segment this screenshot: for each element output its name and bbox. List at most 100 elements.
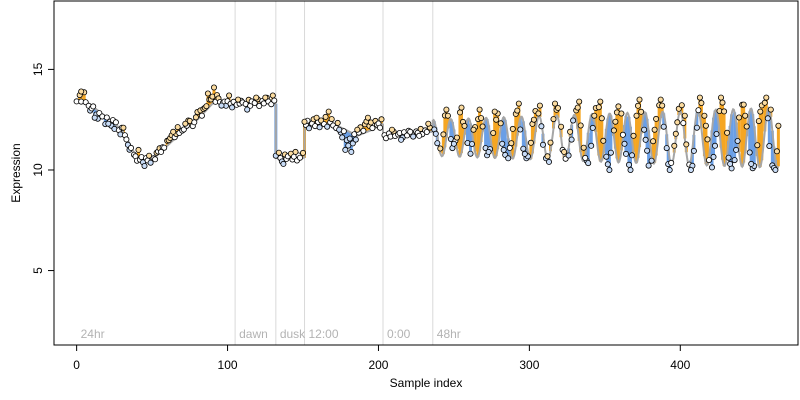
x-tick-label: 200 <box>368 358 388 372</box>
data-point <box>570 117 577 124</box>
data-point <box>468 140 475 147</box>
data-point <box>595 104 602 111</box>
data-point <box>671 142 678 149</box>
data-point <box>633 112 640 119</box>
data-point <box>334 119 341 126</box>
data-point <box>467 150 474 157</box>
data-point <box>78 88 85 95</box>
data-point <box>626 161 633 168</box>
data-point <box>690 147 697 154</box>
data-point <box>761 99 768 106</box>
data-point <box>158 148 165 155</box>
data-point <box>251 100 258 107</box>
data-point <box>538 123 545 130</box>
data-point <box>210 84 217 91</box>
data-point <box>558 123 565 130</box>
data-point <box>280 160 287 167</box>
data-point <box>544 153 551 160</box>
data-point <box>123 136 130 143</box>
data-point <box>256 103 263 110</box>
data-point <box>772 166 779 173</box>
data-point <box>588 142 595 149</box>
data-point <box>724 129 731 136</box>
data-point <box>497 120 504 127</box>
x-axis-label: Sample index <box>390 376 463 390</box>
data-point <box>244 106 251 113</box>
data-point <box>736 114 743 121</box>
fit-oscillation <box>432 106 780 170</box>
data-point <box>325 108 332 115</box>
data-point <box>192 114 199 121</box>
data-point <box>565 152 572 159</box>
data-point <box>530 116 537 123</box>
data-point <box>577 122 584 129</box>
region-dividers <box>234 1 434 345</box>
data-point <box>369 125 376 132</box>
data-point <box>346 135 353 142</box>
data-point <box>180 126 187 133</box>
data-point <box>767 106 774 113</box>
data-point <box>706 157 713 164</box>
data-point <box>589 124 596 131</box>
data-point <box>127 144 134 151</box>
data-point <box>517 126 524 133</box>
data-point <box>322 113 329 120</box>
data-point <box>619 131 626 138</box>
data-point <box>648 157 655 164</box>
region-label: 0:00 <box>387 327 411 341</box>
data-point <box>170 128 177 135</box>
data-point <box>491 108 498 115</box>
region-label: dusk <box>280 327 306 341</box>
data-point <box>642 136 649 143</box>
data-point <box>515 100 522 107</box>
data-point <box>478 115 485 122</box>
data-point <box>398 136 405 143</box>
data-point <box>301 118 308 125</box>
data-point <box>748 160 755 167</box>
y-tick-label: 15 <box>31 62 45 76</box>
data-point <box>324 123 331 130</box>
data-point <box>444 112 451 119</box>
data-point <box>174 124 181 131</box>
data-point <box>678 102 685 109</box>
y-axis: 5 10 15 <box>31 62 55 274</box>
data-point <box>152 156 159 163</box>
data-point <box>597 98 604 105</box>
data-point <box>610 127 617 134</box>
x-tick-label: 0 <box>73 358 80 372</box>
data-point <box>461 122 468 129</box>
data-point <box>621 140 628 147</box>
data-point <box>627 166 634 173</box>
data-point <box>702 122 709 129</box>
data-point <box>296 154 303 161</box>
data-point <box>434 140 441 147</box>
data-point <box>546 158 553 165</box>
data-point <box>292 148 299 155</box>
data-point <box>701 112 708 119</box>
data-point <box>641 126 648 133</box>
data-point <box>696 94 703 101</box>
data-point <box>376 124 383 131</box>
data-point <box>458 104 465 111</box>
data-point <box>607 149 614 156</box>
data-point <box>672 130 679 137</box>
data-point <box>591 112 598 119</box>
data-point <box>668 159 675 166</box>
data-point <box>364 114 371 121</box>
region-label: 12:00 <box>309 327 339 341</box>
data-point <box>299 149 306 156</box>
data-point <box>600 137 607 144</box>
data-point <box>218 102 225 109</box>
data-point <box>618 110 625 117</box>
data-point <box>493 116 500 123</box>
data-point <box>182 120 189 127</box>
data-point <box>582 154 589 161</box>
data-point <box>757 108 764 115</box>
data-point <box>161 144 168 151</box>
data-point <box>423 128 430 135</box>
data-point <box>499 140 506 147</box>
data-point <box>352 136 359 143</box>
data-point <box>712 142 719 149</box>
data-point <box>536 102 543 109</box>
data-point <box>226 92 233 99</box>
